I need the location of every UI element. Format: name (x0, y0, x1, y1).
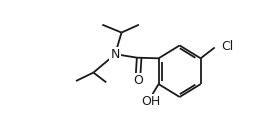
Text: O: O (133, 74, 143, 87)
Text: N: N (111, 48, 120, 61)
Text: Cl: Cl (221, 40, 233, 53)
Text: OH: OH (141, 95, 160, 108)
